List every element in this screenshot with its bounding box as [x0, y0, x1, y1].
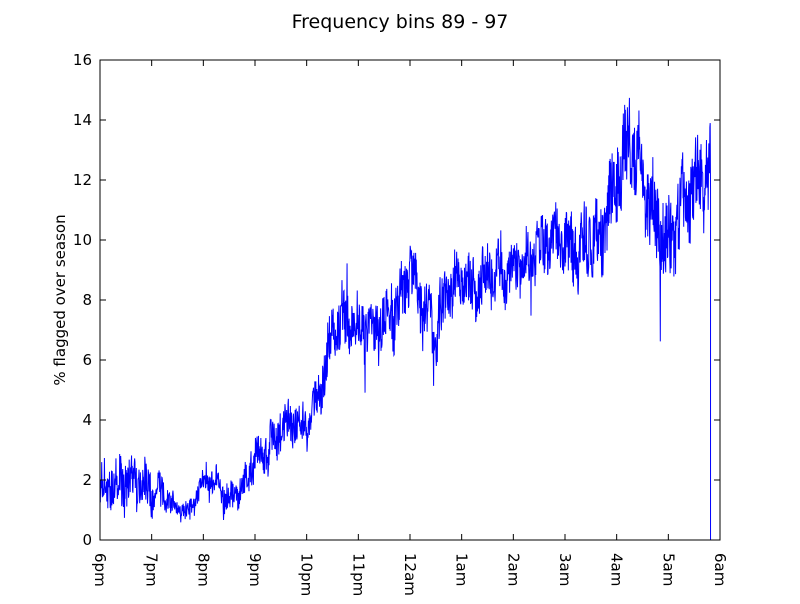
y-axis-label: % flagged over season	[51, 214, 69, 385]
y-tick-label: 12	[73, 171, 92, 189]
x-tick-label: 9pm	[246, 553, 264, 587]
y-tick-label: 10	[73, 231, 92, 249]
y-tick-label: 8	[82, 291, 92, 309]
x-tick-label: 7pm	[143, 553, 161, 587]
series-layer	[99, 97, 712, 540]
y-tick-label: 14	[73, 111, 92, 129]
y-tick-label: 4	[82, 411, 92, 429]
y-tick-label: 2	[82, 471, 92, 489]
x-tick-label: 4am	[608, 553, 626, 586]
x-tick-label: 5am	[659, 553, 677, 586]
x-tick-label: 10pm	[298, 553, 316, 596]
x-tick-label: 12am	[401, 553, 419, 596]
x-tick-label: 11pm	[349, 553, 367, 596]
tick-layer: 0 2 4 6 8 10 12 14 16 6pm 7pm 8pm 9pm 10pm 11pm 12am 1am…	[73, 51, 729, 596]
chart-title: Frequency bins 89 - 97	[292, 11, 509, 33]
x-tick-label: 8pm	[194, 553, 212, 587]
x-tick-label: 6am	[711, 553, 729, 586]
y-tick-label: 0	[82, 531, 92, 549]
series-line	[99, 97, 712, 540]
x-tick-label: 6pm	[91, 553, 109, 587]
y-tick-label: 6	[82, 351, 92, 369]
y-tick-label: 16	[73, 51, 92, 69]
x-tick-label: 1am	[453, 553, 471, 586]
x-tick-label: 3am	[556, 553, 574, 586]
plot-frame	[99, 59, 721, 541]
x-tick-label: 2am	[504, 553, 522, 586]
plot-area	[100, 60, 720, 540]
